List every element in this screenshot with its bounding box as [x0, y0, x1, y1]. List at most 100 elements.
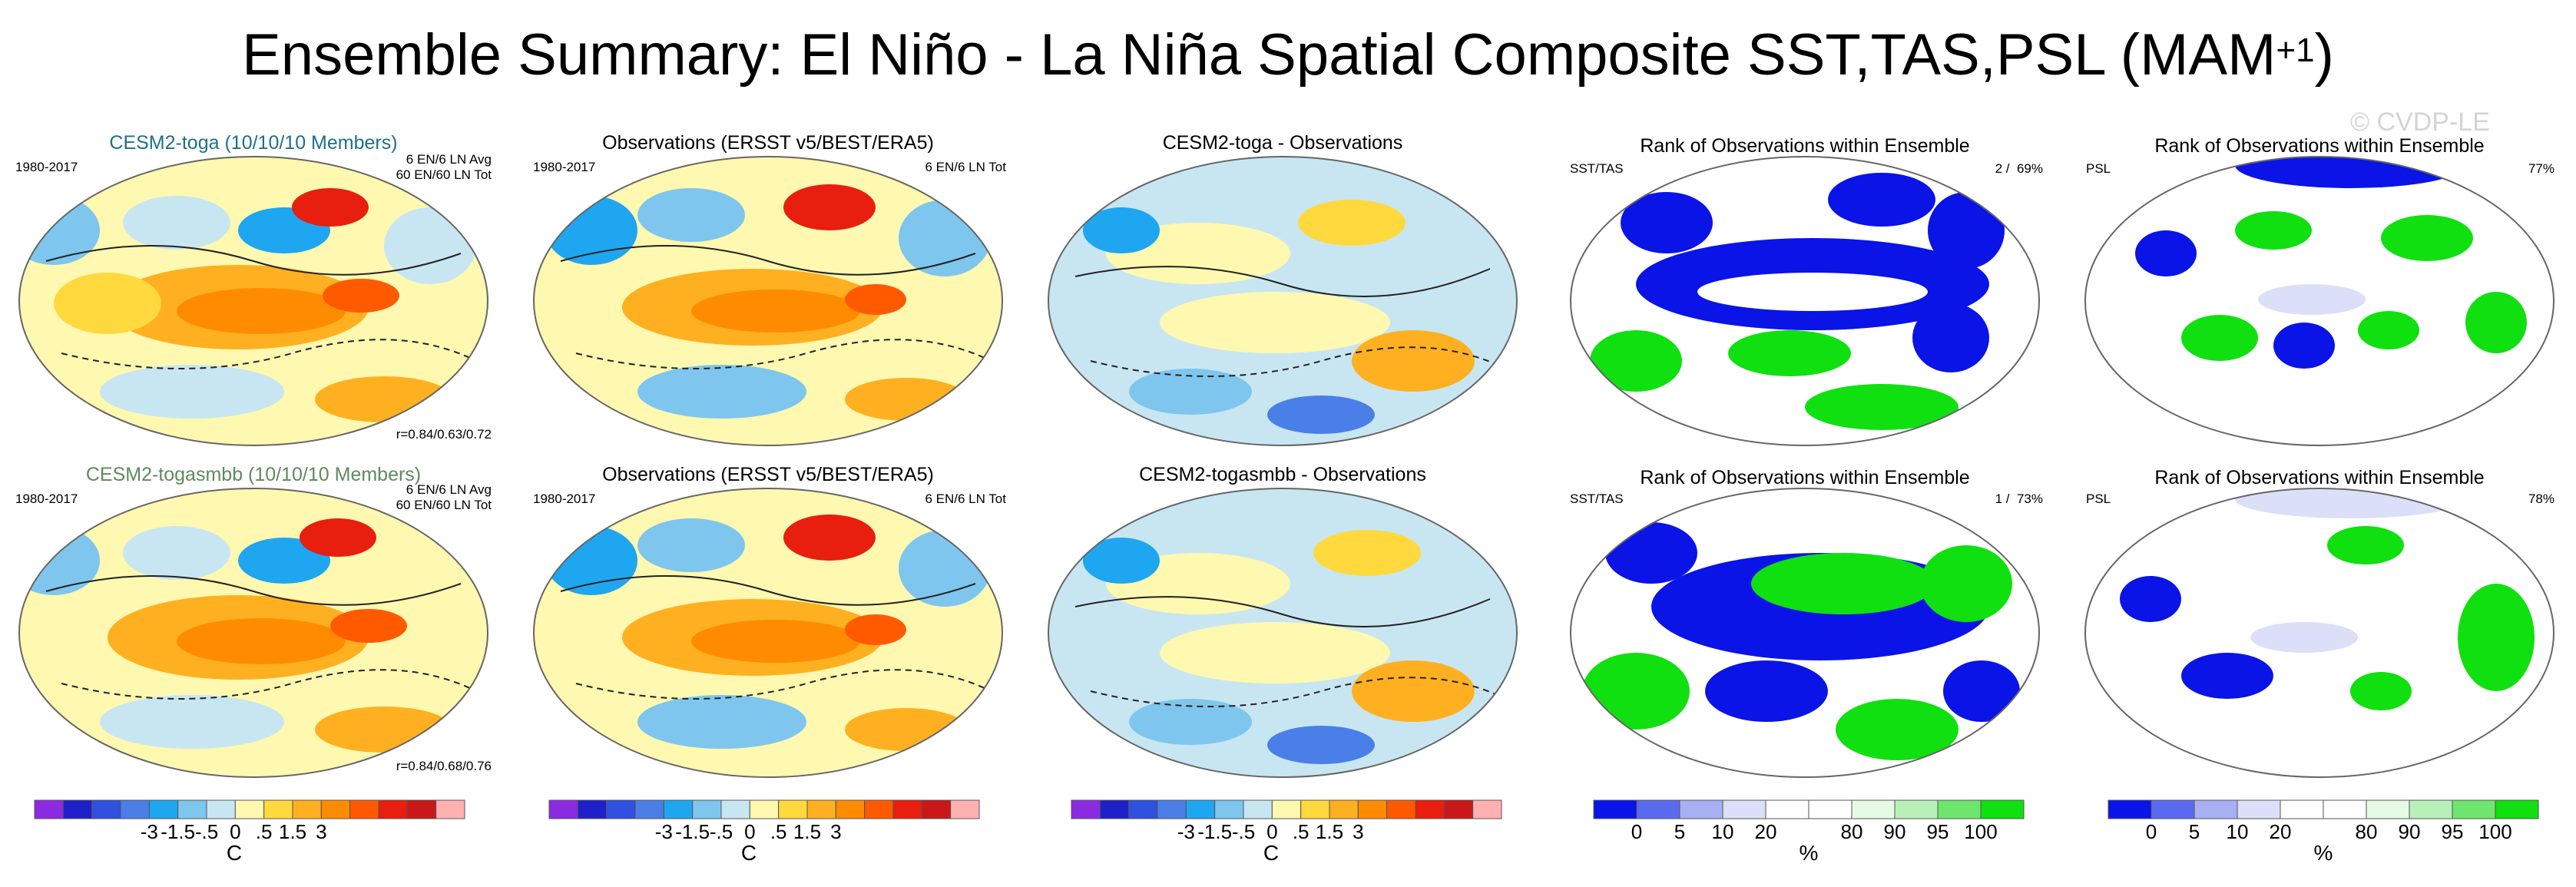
map-diff-row2	[1048, 488, 1517, 777]
temp-colorbar-unit: C	[1263, 841, 1279, 865]
temp-colorbar-swatch	[292, 799, 322, 819]
temp-colorbar-swatch	[435, 799, 465, 819]
rank-colorbar-tick-label: 10	[1712, 820, 1734, 843]
rank-colorbar-swatch	[2194, 799, 2238, 819]
rank-colorbar-tick-label: 100	[2478, 820, 2511, 843]
temp-colorbar-swatch	[1071, 799, 1101, 819]
obs-panel-title: Observations (ERSST v5/BEST/ERA5)	[602, 464, 934, 485]
rank-panel-title: Rank of Observations within Ensemble	[2154, 467, 2485, 488]
ensemble-info-tot: 6 EN/6 LN Tot	[925, 491, 1006, 506]
temp-colorbar-tick-label: -1.5	[161, 820, 195, 843]
temp-colorbar-swatch	[577, 799, 608, 819]
temp-colorbar-swatch	[1415, 799, 1445, 819]
temp-colorbar-swatch	[663, 799, 694, 819]
temp-colorbar-swatch	[349, 799, 379, 819]
pattern-correlation: r=0.84/0.63/0.72	[396, 427, 492, 442]
temp-colorbar-tick-label: -.5	[1232, 820, 1255, 843]
model-panel-title: CESM2-toga (10/10/10 Members)	[109, 132, 398, 154]
rank-colorbar-tick-label: 0	[1631, 820, 1642, 843]
rank-colorbar-tick-label: 95	[2442, 820, 2464, 843]
temp-colorbar-tick-label: -.5	[710, 820, 733, 843]
map-diff-row1	[1048, 157, 1517, 445]
temp-colorbar-swatch	[892, 799, 922, 819]
ensemble-info-avg: 6 EN/6 LN Avg	[406, 152, 492, 167]
rank-colorbar-swatch	[2237, 799, 2281, 819]
temp-colorbar-tick-label: 0	[1266, 820, 1277, 843]
rank-colorbar-swatch	[1722, 799, 1766, 819]
rank-colorbar-tick-label: 5	[1674, 820, 1685, 843]
temp-colorbar-swatch	[62, 799, 93, 819]
temp-colorbar-swatch	[548, 799, 578, 819]
temp-colorbar-swatch	[91, 799, 121, 819]
rank-colorbar-tick-label: 10	[2227, 820, 2249, 843]
temp-colorbar-swatch	[1443, 799, 1474, 819]
temp-colorbar-swatch	[692, 799, 722, 819]
temp-colorbar-swatch	[950, 799, 980, 819]
rank-variable: PSL	[2086, 161, 2111, 176]
ensemble-info-tot: 6 EN/6 LN Tot	[925, 160, 1006, 174]
temp-colorbar-swatch	[778, 799, 808, 819]
period-label: 1980-2017	[533, 160, 596, 174]
ensemble-info-tot: 60 EN/60 LN Tot	[396, 498, 492, 512]
rank-colorbar-unit: %	[2314, 841, 2333, 865]
temp-colorbar-swatch	[1099, 799, 1130, 819]
temp-colorbar-swatch	[1157, 799, 1187, 819]
map-rank-psl-row1	[2085, 157, 2554, 445]
rank-colorbar-swatch	[2323, 799, 2367, 819]
temp-colorbar-swatch	[1472, 799, 1502, 819]
temp-colorbar-swatch	[1243, 799, 1273, 819]
rank-colorbar-tick-label: 0	[2146, 820, 2157, 843]
temp-colorbar-swatch	[921, 799, 952, 819]
ensemble-info-tot: 60 EN/60 LN Tot	[396, 167, 492, 182]
model-panel-title: CESM2-togasmbb (10/10/10 Members)	[85, 464, 422, 485]
rank-variable: SST/TAS	[1570, 161, 1624, 176]
rank-variable: SST/TAS	[1570, 491, 1624, 506]
temp-colorbar-tick-label: -3	[141, 820, 158, 843]
temp-colorbar-tick-label: 0	[230, 820, 240, 843]
rank-colorbar-swatch	[1765, 799, 1809, 819]
diff-panel-title: CESM2-toga - Observations	[1162, 132, 1403, 154]
map-obs-row1	[534, 157, 1002, 445]
map-rank-sst-row1	[1571, 157, 2039, 445]
temp-colorbar-tick-label: -1.5	[675, 820, 710, 843]
colorbars: -3 -1.5 -.5 0.5 1.5 3C-3 -1.5 -.5 0.5 1.5 3C-3 -1.5…	[34, 799, 2539, 865]
diff-panel-title: CESM2-togasmbb - Observations	[1139, 464, 1426, 485]
rank-colorbar-tick-label: 95	[1927, 820, 1949, 843]
rank-colorbar-swatch	[1679, 799, 1723, 819]
temp-colorbar-swatch	[120, 799, 150, 819]
map-rank-sst-row2	[1571, 488, 2039, 777]
temp-colorbar-tick-label: 1.5	[279, 820, 306, 843]
temp-colorbar-swatch	[320, 799, 351, 819]
temp-colorbar-tick-label: 1.5	[793, 820, 821, 843]
map-rank-psl-row2	[2085, 488, 2554, 777]
rank-colorbar-swatch	[1937, 799, 1982, 819]
temp-colorbar-swatch	[1185, 799, 1216, 819]
rank-colorbar-swatch	[2452, 799, 2496, 819]
temp-colorbar-swatch	[1300, 799, 1330, 819]
temp-colorbar-swatch	[263, 799, 293, 819]
temp-colorbar-tick-label: 3	[1353, 820, 1363, 843]
temp-colorbar-swatch	[1271, 799, 1302, 819]
temp-colorbar-tick-label: -.5	[195, 820, 218, 843]
rank-colorbar-unit: %	[1800, 841, 1819, 865]
rank-colorbar-tick-label: 80	[1841, 820, 1863, 843]
rank-colorbar-tick-label: 100	[1964, 820, 1997, 843]
pattern-correlation: r=0.84/0.68/0.76	[396, 759, 492, 773]
rank-percent: 1 / 73%	[1995, 491, 2043, 506]
temp-colorbar-unit: C	[741, 841, 757, 865]
obs-panel-title: Observations (ERSST v5/BEST/ERA5)	[602, 132, 934, 154]
rank-percent: 2 / 69%	[1995, 161, 2043, 176]
temp-colorbar-swatch	[206, 799, 236, 819]
rank-colorbar-tick-label: 5	[2189, 820, 2200, 843]
rank-percent: 78%	[2528, 491, 2554, 506]
temp-colorbar-tick-label: -1.5	[1197, 820, 1232, 843]
rank-colorbar-swatch	[2366, 799, 2410, 819]
rank-colorbar-swatch	[2495, 799, 2539, 819]
rank-colorbar-swatch	[1894, 799, 1939, 819]
period-label: 1980-2017	[15, 160, 78, 174]
period-label: 1980-2017	[533, 491, 596, 506]
temp-colorbar-tick-label: .5	[770, 820, 787, 843]
rank-variable: PSL	[2086, 491, 2111, 506]
temp-colorbar-swatch	[1214, 799, 1244, 819]
